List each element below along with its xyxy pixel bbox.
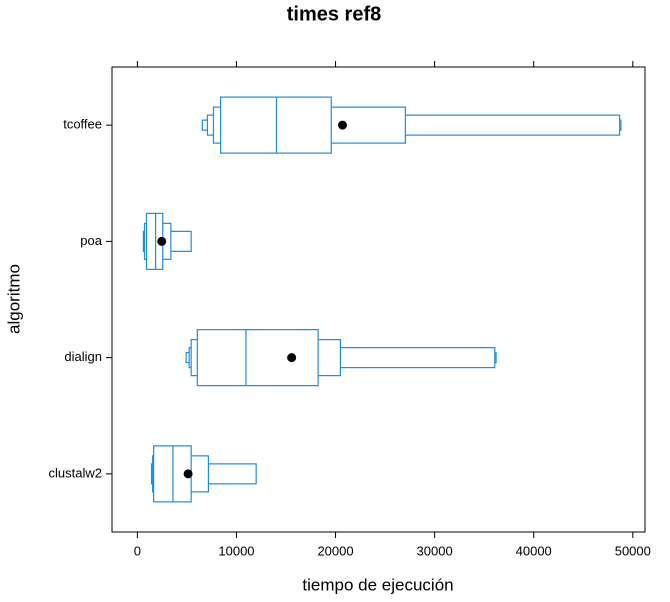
mean-point	[157, 236, 167, 246]
x-axis-label: tiempo de ejecución	[302, 575, 453, 594]
y-axis-label: algoritmo	[4, 264, 23, 334]
y-tick-label: dialign	[64, 349, 102, 364]
mean-point	[337, 120, 347, 130]
x-tick-label: 30000	[417, 543, 453, 558]
mean-point	[183, 469, 193, 479]
y-tick-label: clustalw2	[49, 465, 102, 480]
mean-point	[287, 353, 297, 363]
x-tick-label: 10000	[218, 543, 254, 558]
y-tick-label: poa	[80, 233, 102, 248]
chart-title: times ref8	[287, 3, 382, 25]
x-tick-label: 20000	[317, 543, 353, 558]
plot-frame	[111, 66, 646, 533]
x-tick-label: 0	[134, 543, 141, 558]
y-tick-label: tcoffee	[63, 117, 102, 132]
x-tick-label: 40000	[516, 543, 552, 558]
letter-value-box	[196, 329, 319, 387]
x-tick-label: 50000	[615, 543, 651, 558]
